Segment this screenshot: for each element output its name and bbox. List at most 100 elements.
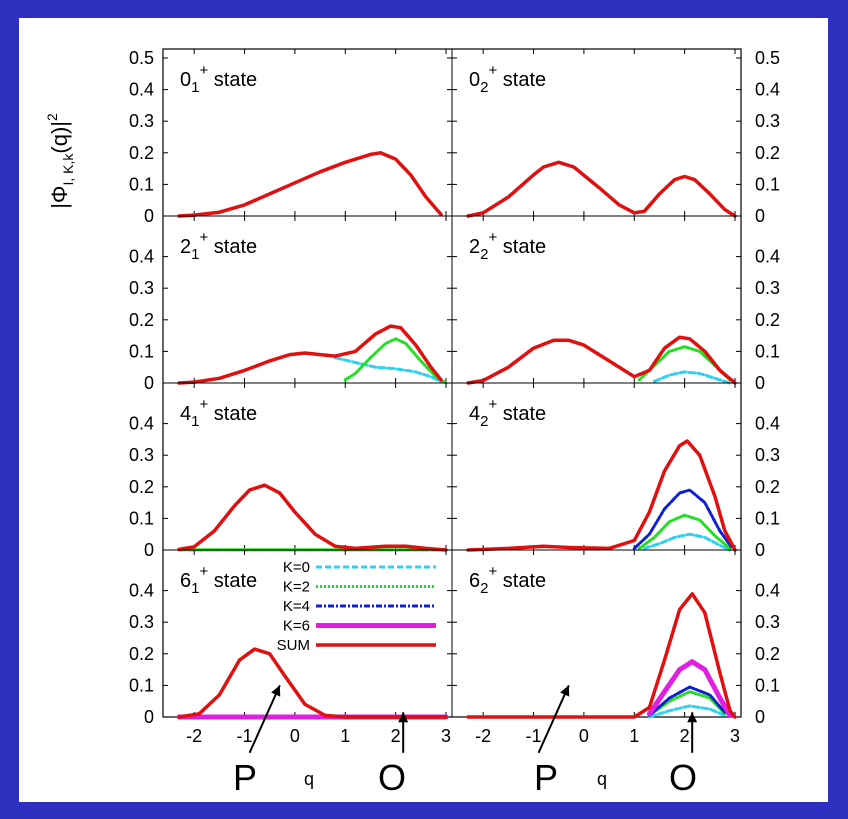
panel-3: 0 0.1 0.2 0.3 0.4 21+ state [129, 216, 452, 393]
series-line-sum [179, 153, 441, 216]
y-tick-label: 0 [755, 373, 765, 393]
chart-svg: |ΦI, K,k(q)|2 00.10.20.30.40.501+ state0… [19, 18, 828, 802]
x-axis-title-right-q: q [597, 769, 607, 789]
y-tick-label: 0.2 [755, 477, 780, 497]
x-tick-label: 0 [290, 726, 300, 746]
series-line-sum [179, 485, 446, 550]
legend-label: K=4 [283, 598, 310, 615]
legend-label: K=0 [283, 559, 310, 576]
y-tick-label: 0.1 [129, 341, 154, 361]
panel-8: 0 0.1 0.2 0.3 0.4 -2 -1 0 1 2 3 62+ state [452, 550, 780, 753]
y-tick-label: 0.3 [755, 612, 780, 632]
state-label: 41+ state [180, 396, 257, 430]
y-tick-label: 0 [755, 707, 765, 727]
x-tick-label: -1 [237, 726, 253, 746]
x-axis-title-left-q: q [304, 769, 314, 789]
marker-arrow [539, 685, 569, 752]
figure-card: |ΦI, K,k(q)|2 0 0.1 0.2 0.3 0.4 0.5 01+ state 0… [19, 18, 828, 802]
x-tick-label: 1 [629, 726, 639, 746]
y-tick-label: 0.1 [129, 675, 154, 695]
y-tick-label: 0 [144, 206, 154, 226]
y-tick-label: 0.1 [755, 341, 780, 361]
y-tick-label: 0.5 [755, 48, 780, 68]
y-tick-label: 0.3 [129, 445, 154, 465]
state-label: 22+ state [469, 229, 546, 263]
marker-label-o-left: O [378, 757, 406, 798]
marker-label-o-right: O [669, 757, 697, 798]
x-tick-label: -2 [186, 726, 202, 746]
state-label: 01+ state [180, 62, 257, 96]
y-tick-label: 0.1 [755, 174, 780, 194]
y-tick-label: 0.4 [129, 80, 154, 100]
y-tick-label: 0.4 [755, 247, 780, 267]
state-label: 42+ state [469, 396, 546, 430]
series-line-sum [468, 337, 735, 383]
series-line-k0 [654, 372, 730, 383]
y-tick-label: 0.3 [129, 612, 154, 632]
y-tick-label: 0.1 [129, 508, 154, 528]
y-tick-label: 0.1 [755, 675, 780, 695]
state-label: 61+ state [180, 563, 257, 597]
y-tick-label: 0.4 [755, 80, 780, 100]
y-axis-title-sup: 2 [44, 113, 60, 121]
panel-6: 0 0.1 0.2 0.3 0.4 42+ state [452, 383, 780, 560]
series-line-sum [468, 594, 735, 717]
y-tick-label: 0.3 [129, 278, 154, 298]
y-tick-label: 0.2 [755, 310, 780, 330]
svg-text:|ΦI, K,k(q)|2: |ΦI, K,k(q)|2 [44, 113, 76, 209]
y-tick-label: 0.4 [129, 414, 154, 434]
state-label: 62+ state [469, 563, 546, 597]
y-tick-label: 0.4 [755, 414, 780, 434]
y-tick-label: 0.1 [755, 508, 780, 528]
x-tick-label: 0 [579, 726, 589, 746]
panel-1: 0 0.1 0.2 0.3 0.4 0.5 01+ state [129, 48, 452, 226]
series-line-sum [179, 326, 441, 383]
x-tick-label: 2 [680, 726, 690, 746]
y-tick-label: 0.3 [129, 111, 154, 131]
legend-label: K=6 [283, 618, 310, 635]
y-tick-label: 0.3 [755, 445, 780, 465]
y-tick-label: 0.2 [129, 310, 154, 330]
x-tick-label: 3 [441, 726, 451, 746]
y-tick-label: 0.3 [755, 278, 780, 298]
series-line-sum [468, 162, 735, 216]
x-tick-label: -2 [475, 726, 491, 746]
state-label: 21+ state [180, 229, 257, 263]
y-tick-label: 0.4 [129, 247, 154, 267]
x-tick-label: -1 [526, 726, 542, 746]
y-axis-title-main: |Φ [47, 186, 72, 209]
y-tick-label: 0.2 [129, 644, 154, 664]
y-tick-label: 0 [144, 373, 154, 393]
y-axis-title-sub: I, K,k [60, 153, 76, 186]
panels-group: 0 0.1 0.2 0.3 0.4 0.5 01+ state 0 0.1 0.2 0.3 0.4 0.… [129, 48, 780, 753]
y-tick-label: 0.4 [755, 581, 780, 601]
y-axis-title-tail: (q)| [47, 121, 72, 154]
x-tick-label: 3 [730, 726, 740, 746]
legend: K=0 K=2 K=4 K=6 SUM [277, 559, 436, 654]
y-tick-label: 0.2 [755, 143, 780, 163]
marker-label-p-left: P [233, 757, 257, 798]
y-tick-label: 0.3 [755, 111, 780, 131]
y-tick-label: 0.4 [129, 581, 154, 601]
y-tick-label: 0 [755, 540, 765, 560]
series-line-sum [179, 649, 446, 717]
panel-2: 0 0.1 0.2 0.3 0.4 0.5 02+ state [452, 48, 780, 226]
panel-4: 0 0.1 0.2 0.3 0.4 22+ state [452, 216, 780, 393]
y-axis-title: |ΦI, K,k(q)|2 [44, 113, 76, 209]
marker-label-p-right: P [534, 757, 558, 798]
legend-label: K=2 [283, 579, 310, 596]
panel-7: 00.10.20.30.4-2 -1 0 1 2 361+ stateK=0K=2K=4K… [129, 550, 452, 753]
x-tick-label: 1 [340, 726, 350, 746]
y-tick-label: 0.2 [129, 143, 154, 163]
panel-5: 0 0.1 0.2 0.3 0.4 41+ state [129, 383, 452, 560]
y-tick-label: 0 [144, 707, 154, 727]
y-tick-label: 0.2 [129, 477, 154, 497]
y-tick-label: 0.2 [755, 644, 780, 664]
x-tick-label: 2 [391, 726, 401, 746]
state-label: 02+ state [469, 62, 546, 96]
y-tick-label: 0.5 [129, 48, 154, 68]
y-tick-label: 0 [144, 540, 154, 560]
y-tick-label: 0 [755, 206, 765, 226]
legend-label: SUM [277, 637, 310, 654]
y-tick-label: 0.1 [129, 174, 154, 194]
